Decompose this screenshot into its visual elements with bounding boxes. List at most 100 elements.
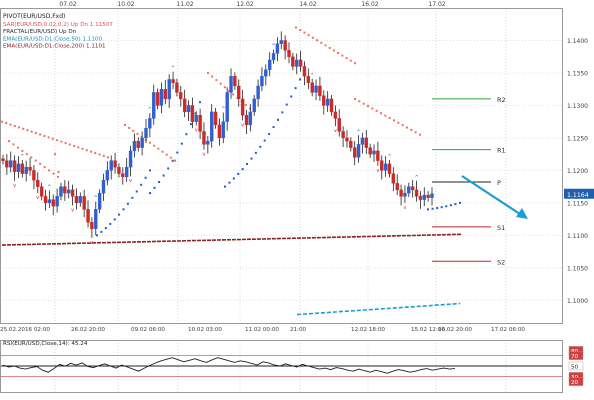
candle-body [221, 121, 225, 139]
fractal-down-mark: v [13, 183, 16, 189]
candle-body [337, 118, 341, 132]
sar-dot-blue [241, 168, 244, 171]
sar-dot-blue [144, 176, 147, 179]
candle-body [190, 105, 195, 122]
sar-dot-blue [194, 112, 197, 115]
candle-body [426, 194, 430, 198]
candle-body [318, 85, 322, 96]
sar-dot-red [90, 150, 93, 153]
candle-body [171, 79, 175, 83]
rsi-tick-label: 20 [571, 380, 579, 386]
candle-body [59, 186, 63, 197]
sar-dot-blue [185, 133, 188, 136]
candle-body [213, 111, 218, 126]
fractal-down-mark: v [334, 128, 337, 134]
candle-body [333, 111, 338, 119]
sar-dot-red [94, 152, 97, 155]
sar-dot-red [375, 109, 378, 112]
sar-dot-red [34, 159, 37, 162]
sar-dot-red [354, 62, 356, 65]
candle-body [391, 173, 396, 184]
sar-dot-blue [281, 111, 284, 114]
sar-dot-red [232, 93, 235, 96]
sar-dot-blue [250, 157, 253, 160]
candle-body [380, 160, 384, 171]
candle-body [244, 114, 249, 126]
sar-dot-red [21, 149, 24, 152]
candle-body [63, 186, 67, 194]
sar-dot-red [393, 119, 395, 122]
candle-body [117, 166, 121, 174]
sar-dot-red [307, 34, 310, 37]
sar-dot-red [316, 39, 319, 42]
y-tick-label: 1.1050 [567, 265, 588, 272]
candle-body [395, 183, 399, 191]
grid-rsi [0, 340, 563, 392]
sar-dot-blue [153, 186, 156, 189]
sar-dot-blue [431, 207, 434, 210]
candle-body [229, 75, 233, 93]
x-top-tick-label: 12.02 [236, 1, 253, 8]
pivot-label: R1 [497, 147, 506, 155]
sar-dot-blue [436, 207, 439, 210]
candle-body [349, 140, 353, 148]
candle-body [368, 147, 372, 155]
sar-dot-blue [171, 159, 174, 162]
sar-dot-red [324, 44, 327, 47]
y-tick-label: 1.1150 [567, 200, 588, 207]
sar-dot-red [358, 100, 361, 103]
sar-dot-red [311, 36, 314, 39]
fractal-down-mark: v [241, 122, 244, 128]
sar-dot-red [34, 132, 37, 135]
sar-dot-red [362, 102, 365, 105]
rsi-tick-label: 50 [571, 365, 579, 371]
sar-dot-red [9, 123, 12, 126]
candle-body [101, 179, 106, 194]
candle-body [5, 160, 9, 168]
sar-dot-red [215, 79, 218, 82]
legend: PIVOT(EUR/USD,Fxd) SAR(EUR/USD,0.02,0.2) … [3, 13, 113, 347]
forecast-arrow [461, 175, 528, 219]
pivot-label: R2 [497, 96, 506, 104]
sar-dot-red [136, 132, 139, 135]
sar-dot-blue [285, 103, 288, 106]
sar-dot-blue [259, 145, 262, 148]
sar-dot-blue [122, 208, 125, 211]
candle-body [256, 85, 260, 100]
candle-body [198, 114, 202, 132]
sar-dot-red [341, 54, 344, 57]
candle-body [283, 40, 287, 51]
x-top-tick-label: 17.02 [428, 1, 445, 8]
sar-dot-red [328, 46, 331, 49]
pivot-levels: R2 R1 P S1 S2 [432, 96, 506, 266]
candle-body [124, 166, 129, 178]
candle-body [67, 189, 71, 194]
sar-dot-red [228, 89, 230, 92]
y-tick-label: 1.1350 [567, 70, 588, 77]
candle-body [233, 75, 237, 87]
rsi-tick-label: 70 [571, 354, 579, 360]
sar-dot-blue [224, 185, 226, 188]
sar-dot-red [345, 57, 348, 60]
sar-dot-blue [96, 234, 98, 237]
legend-item: FRACTAL(EUR/USD) Up Dn [3, 29, 77, 35]
main-plot-frame [0, 8, 563, 324]
sar-dot-blue [445, 205, 448, 208]
candle-body [364, 137, 368, 148]
sar-dot-red [384, 114, 387, 117]
sar-dot-red [43, 134, 46, 137]
sar-dot-blue [454, 203, 457, 206]
sar-dot-blue [290, 95, 293, 98]
candle-body [159, 88, 164, 106]
fractal-down-mark: v [376, 168, 379, 174]
sar-dot-red [401, 124, 404, 127]
fractal-down-mark: v [403, 205, 406, 211]
sar-dot-blue [104, 227, 107, 230]
fractal-up-mark: ^ [171, 66, 175, 72]
ema50-line [296, 302, 461, 316]
y-tick-label: 1.1100 [567, 233, 588, 240]
candle-body [194, 114, 198, 122]
sar-dot-red [13, 124, 16, 127]
candle-body [387, 163, 392, 174]
